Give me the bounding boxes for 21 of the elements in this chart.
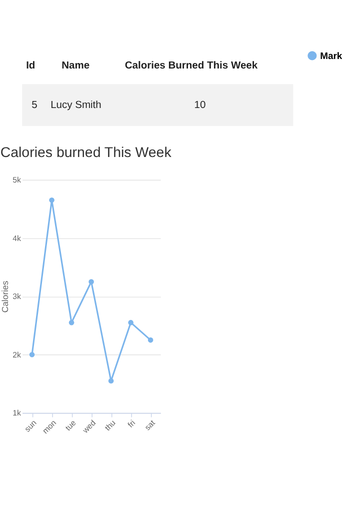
point: [49, 198, 54, 203]
text: Name: [62, 60, 90, 72]
legend-label: Mark: [320, 50, 343, 62]
point: [88, 279, 94, 284]
y-tick-label: 5k: [12, 176, 21, 185]
text: 5: [32, 100, 38, 111]
y-tick-label: 1k: [12, 408, 21, 418]
y-tick-label: 2k: [12, 350, 21, 360]
text: Id: [26, 60, 36, 72]
text: Calories Burned This Week: [124, 60, 258, 72]
y-tick-label: 4k: [12, 234, 21, 243]
chart-title: Calories burned This Week: [0, 144, 172, 161]
point: [128, 320, 134, 326]
y-axis-title: Calories: [0, 280, 10, 313]
point: [148, 337, 154, 343]
point: [68, 320, 74, 326]
point: [108, 378, 114, 384]
y-tick-label: 3k: [12, 292, 21, 302]
text: 10: [194, 100, 206, 111]
point: [29, 352, 35, 358]
text: Lucy Smith: [50, 100, 102, 111]
